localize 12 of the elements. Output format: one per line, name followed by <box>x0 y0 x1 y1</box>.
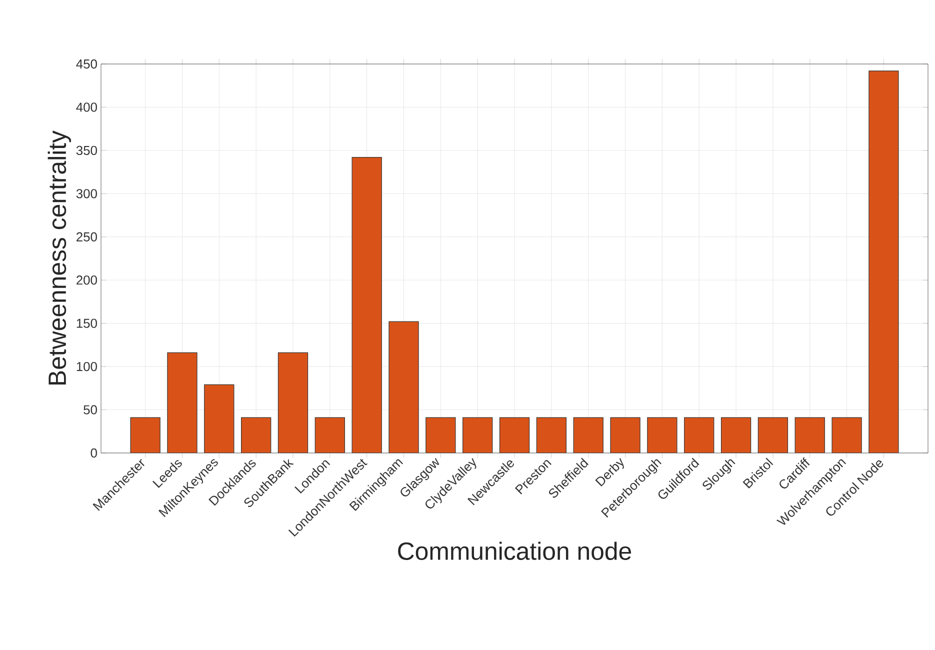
y-tick-label: 300 <box>76 189 97 198</box>
x-axis-title: Communication node <box>398 542 632 560</box>
y-tick-label: 450 <box>76 59 97 69</box>
y-tick-label: 350 <box>76 146 97 156</box>
y-tick-label: 100 <box>76 362 97 372</box>
y-axis-title: Betweenness centrality <box>48 130 72 384</box>
y-tick-label: 0 <box>90 448 97 458</box>
y-tick-label: 400 <box>76 102 97 112</box>
y-tick-label: 200 <box>76 276 97 285</box>
y-tick-label: 250 <box>76 232 97 242</box>
y-tick-label: 50 <box>84 405 97 414</box>
y-tick-label: 150 <box>76 318 97 328</box>
